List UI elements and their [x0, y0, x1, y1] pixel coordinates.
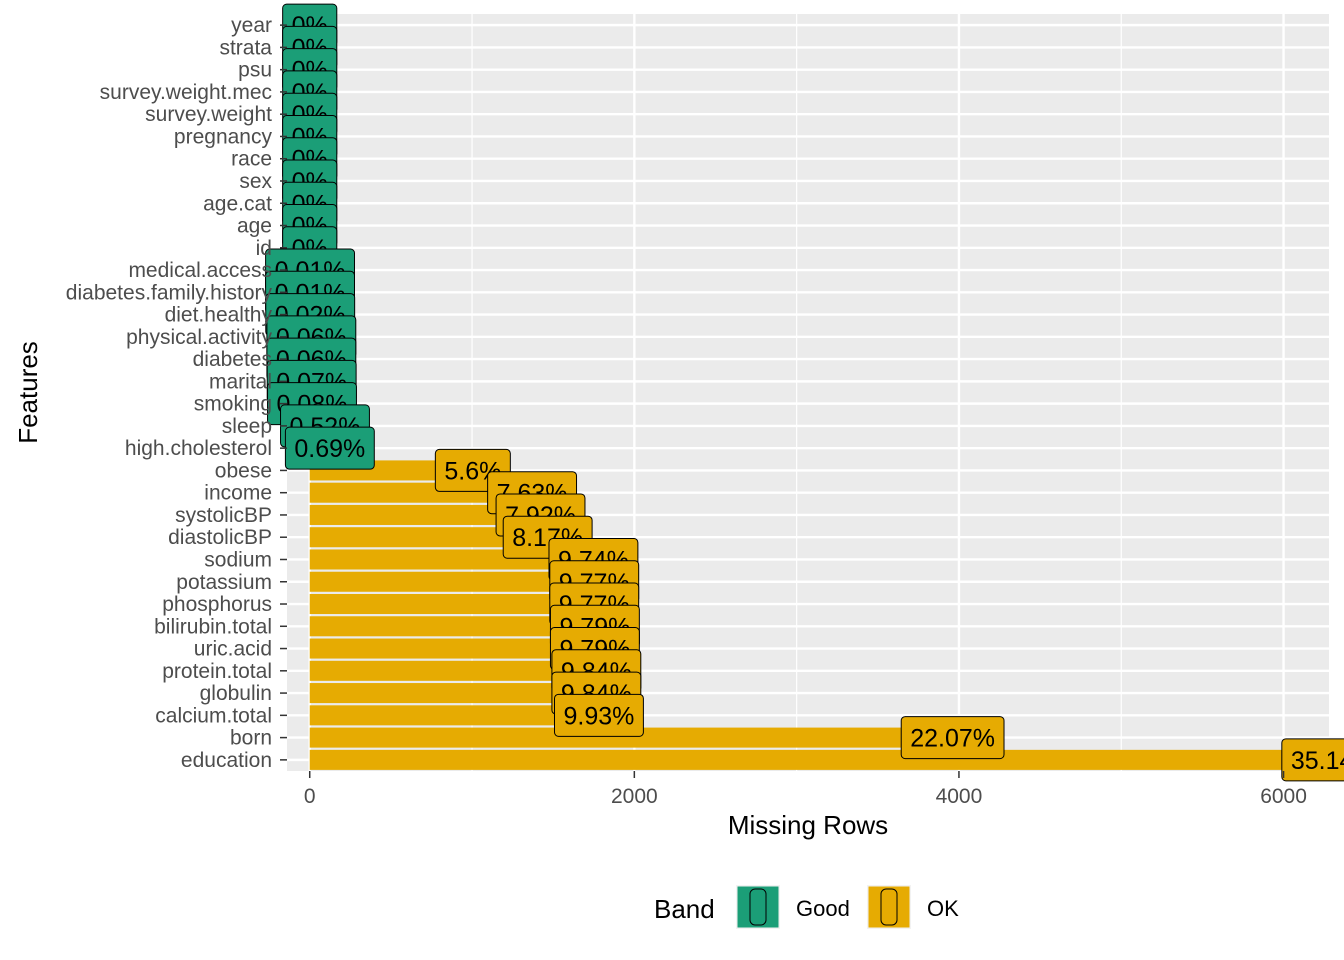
bar: [309, 638, 595, 659]
bar: [309, 683, 597, 704]
x-tick-label: 4000: [936, 785, 983, 808]
y-tick-label: year: [231, 14, 272, 37]
legend-entry: Good: [736, 885, 850, 929]
bar-label-box: [1281, 738, 1344, 782]
y-axis-title: Features: [13, 341, 43, 444]
legend-key-label-glyph: [880, 888, 898, 926]
x-axis-title: Missing Rows: [728, 810, 888, 840]
bar-label: 22.07%: [900, 716, 1005, 760]
bar-labels-layer: 0%0%0%0%0%0%0%0%0%0%0%0.01%0.01%0.02%0.0…: [265, 3, 1344, 782]
y-tick-label: marital: [209, 370, 272, 393]
bar-label-box: [554, 693, 644, 737]
y-tick-label: diabetes.family.history: [66, 281, 273, 304]
bar: [309, 749, 1334, 770]
bar: [309, 593, 595, 615]
y-tick-label: high.cholesterol: [125, 437, 272, 460]
y-tick-label: physical.activity: [126, 326, 272, 349]
y-tick-label: sleep: [222, 415, 272, 438]
bar-label: 35.14%: [1281, 738, 1344, 782]
y-tick-label: diastolicBP: [168, 526, 272, 549]
bars-layer: [309, 15, 1334, 770]
legend-title: Band: [654, 894, 715, 924]
y-tick-label: medical.access: [128, 259, 272, 282]
y-tick-label: potassium: [176, 571, 272, 594]
bar-label-text: 9.93%: [564, 702, 635, 730]
bar-label-text: 0.69%: [294, 435, 365, 463]
legend: Band Good OK: [654, 885, 959, 929]
y-tick-label: pregnancy: [174, 125, 273, 148]
y-tick-label: diet.healthy: [165, 304, 273, 327]
legend-key-label-glyph: [749, 888, 767, 926]
legend-entry-label: OK: [927, 896, 959, 921]
y-tick-label: globulin: [200, 682, 272, 705]
y-tick-label: bilirubin.total: [154, 615, 272, 638]
bar-label-text: 22.07%: [910, 725, 995, 753]
y-tick-label: strata: [219, 36, 272, 59]
bar: [309, 527, 548, 548]
y-tick-label: phosphorus: [162, 593, 272, 616]
bar: [309, 616, 595, 637]
y-tick-label: protein.total: [162, 660, 272, 683]
y-tick-label: education: [181, 749, 272, 772]
x-tick-label: 2000: [611, 785, 658, 808]
y-tick-label: obese: [215, 459, 272, 482]
bar: [309, 705, 599, 726]
y-tick-label: born: [230, 727, 272, 750]
y-tick-label: id: [256, 237, 272, 260]
x-axis: 0 2000 4000 6000: [304, 771, 1307, 808]
y-tick-label: sodium: [204, 548, 272, 571]
y-tick-label: psu: [238, 59, 272, 82]
y-tick-label: survey.weight: [145, 103, 272, 126]
bar: [309, 660, 597, 681]
legend-entries: Good OK: [736, 885, 959, 929]
y-tick-label: uric.acid: [194, 638, 272, 661]
x-tick-label: 0: [304, 785, 316, 808]
bar: [309, 571, 595, 592]
grid-lines: [287, 14, 1329, 771]
bar: [309, 504, 541, 525]
bar-label: 9.93%: [554, 693, 644, 737]
y-axis: yearstratapsusurvey.weight.mecsurvey.wei…: [66, 14, 287, 772]
y-tick-label: income: [204, 482, 272, 505]
legend-entry-label: Good: [796, 896, 850, 921]
y-tick-label: diabetes: [193, 348, 272, 371]
bar-label: 0.69%: [284, 426, 375, 470]
legend-entry: OK: [867, 885, 959, 929]
y-tick-label: systolicBP: [175, 504, 272, 527]
bar-label-text: 35.14%: [1291, 747, 1344, 775]
y-tick-label: calcium.total: [155, 704, 272, 727]
y-tick-label: race: [231, 148, 272, 171]
x-tick-label: 6000: [1260, 785, 1307, 808]
y-tick-label: age: [237, 215, 272, 238]
bar-label-box: [900, 716, 1005, 760]
y-tick-label: smoking: [194, 393, 272, 416]
bar: [309, 727, 953, 748]
y-tick-label: age.cat: [203, 192, 272, 215]
y-tick-label: sex: [239, 170, 272, 193]
y-tick-label: survey.weight.mec: [100, 81, 272, 104]
